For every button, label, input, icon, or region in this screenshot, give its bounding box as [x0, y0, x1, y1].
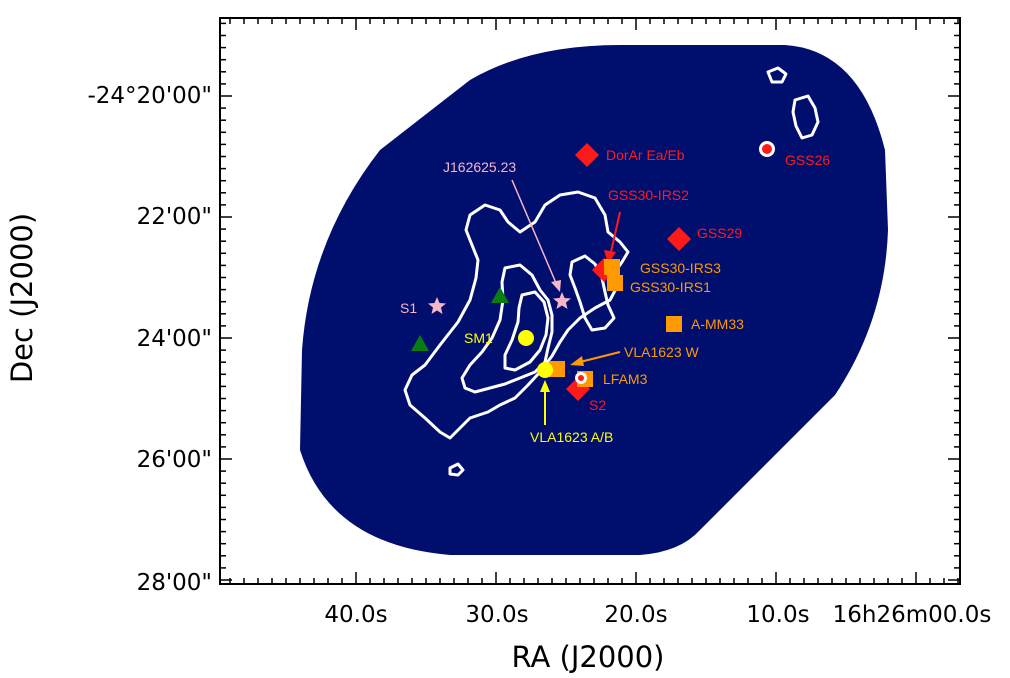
source-labels: DorAr Ea/Eb GSS26 GSS30-IRS2 GSS29 GSS30… — [400, 147, 830, 445]
lfam3-dot — [578, 375, 584, 381]
green1-marker — [491, 287, 509, 303]
contour-middle — [460, 263, 554, 394]
y-tick-label-22m: 22'00" — [137, 204, 212, 230]
vla1623ab-label: VLA1623 A/B — [530, 429, 613, 445]
s1-label: S1 — [400, 300, 417, 316]
y-tick-label-26m: 26'00" — [137, 447, 212, 473]
vla1623ab-marker — [537, 362, 553, 378]
gss30irs2-label: GSS30-IRS2 — [608, 187, 689, 203]
x-axis-title: RA (J2000) — [511, 640, 664, 674]
y-axis-title: Dec (J2000) — [5, 213, 39, 383]
annotation-arrows — [511, 179, 621, 425]
arrow-vla1623w — [579, 351, 621, 363]
contour-north-blob — [791, 94, 820, 140]
x-tick-label-00s: 16h26m00.0s — [833, 602, 992, 628]
j162625-label: J162625.23 — [443, 159, 516, 175]
contour-group — [403, 66, 820, 477]
vla1623w-label: VLA1623 W — [624, 344, 699, 360]
x-tick-label-20s: 20.0s — [604, 602, 667, 628]
dorar-label: DorAr Ea/Eb — [606, 147, 685, 163]
y-tick-label-20m: -24°20'00" — [87, 83, 212, 109]
gss26-dot — [762, 144, 772, 154]
arrowhead-j162625 — [551, 280, 561, 292]
contour-south-small — [448, 462, 465, 477]
arrow-gss30irs2 — [610, 211, 621, 253]
gss29-label: GSS29 — [697, 225, 742, 241]
j162625-marker — [553, 292, 571, 309]
amm33-marker — [666, 316, 682, 332]
gss30irs1-label: GSS30-IRS1 — [630, 279, 711, 295]
green2-marker — [411, 335, 429, 351]
x-tick-label-40s: 40.0s — [324, 602, 387, 628]
sm1-label: SM1 — [464, 330, 493, 346]
arrow-j162625 — [511, 179, 557, 284]
gss29-marker — [667, 227, 691, 251]
coverage-map — [300, 45, 888, 555]
x-tick-marks — [229, 18, 959, 584]
arrowhead-vla1623w — [570, 356, 584, 366]
source-markers — [411, 141, 775, 401]
contour-outer — [403, 190, 630, 440]
s2-label: S2 — [589, 397, 606, 413]
amm33-label: A-MM33 — [691, 316, 744, 332]
gss30irs3-marker — [604, 259, 620, 275]
gss30irs1-marker — [607, 275, 623, 291]
contour-inner — [503, 290, 550, 372]
arrowhead-vla1623ab — [540, 380, 550, 392]
y-tick-marks — [220, 22, 960, 581]
gss30irs3-label: GSS30-IRS3 — [640, 260, 721, 276]
x-tick-label-10s: 10.0s — [746, 602, 809, 628]
gss26-label: GSS26 — [785, 152, 830, 168]
s1-marker — [428, 297, 446, 314]
contour-north-small — [766, 66, 788, 84]
sm1-marker — [518, 330, 534, 346]
dorar-marker — [575, 143, 599, 167]
x-tick-label-30s: 30.0s — [465, 602, 528, 628]
vla1623w-marker — [549, 361, 565, 377]
lfam3-label: LFAM3 — [603, 371, 648, 387]
y-tick-label-24m: 24'00" — [137, 326, 212, 352]
y-tick-label-28m: 28'00" — [137, 570, 212, 596]
